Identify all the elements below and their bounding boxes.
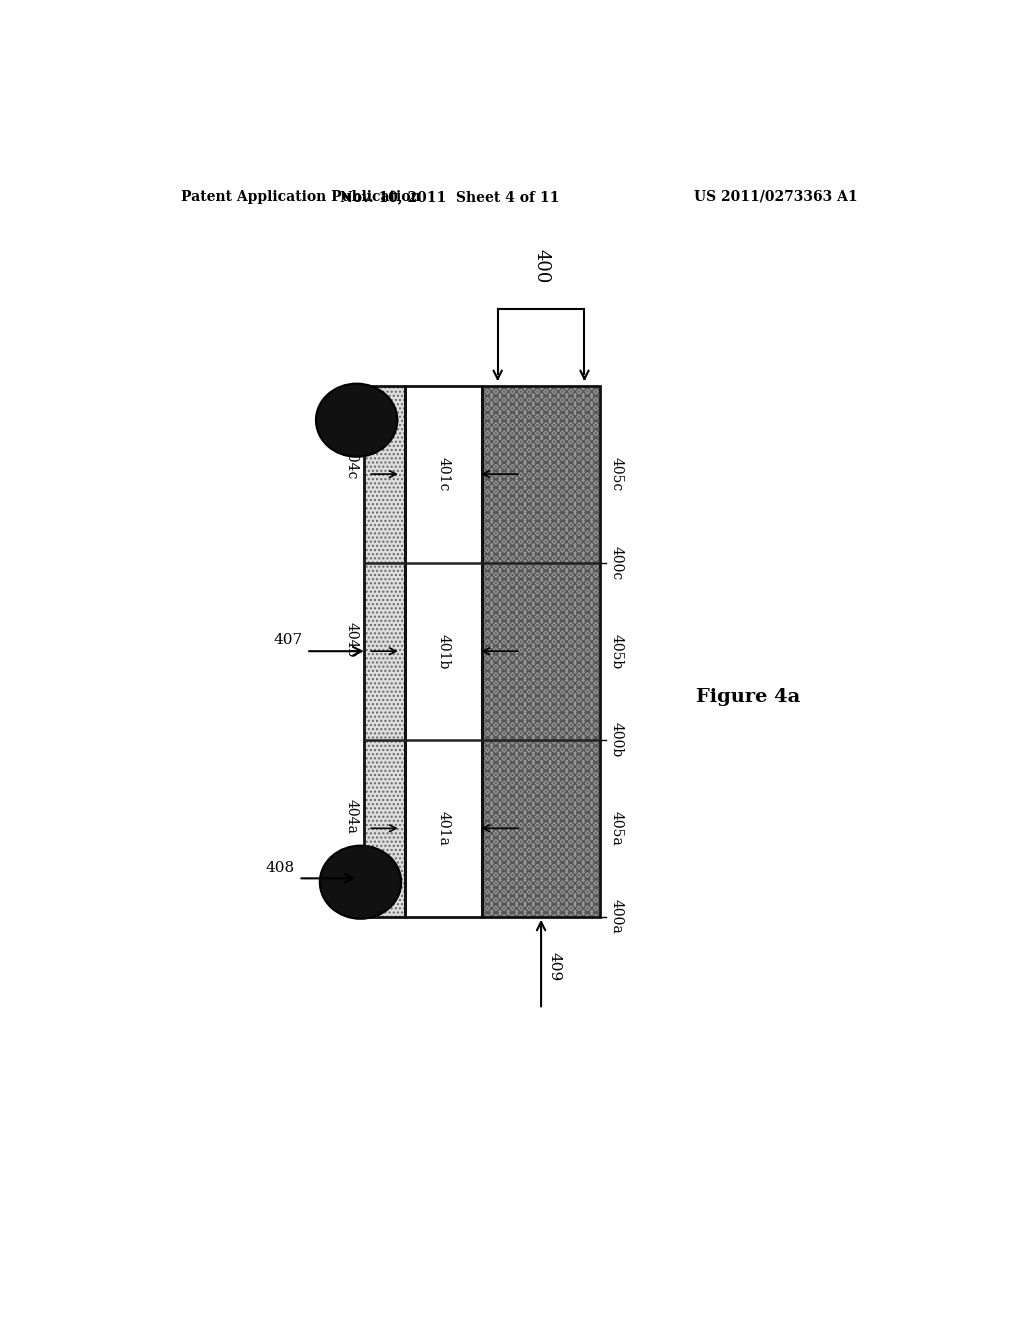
Bar [482,385,600,917]
Text: 404b: 404b [344,622,358,657]
Text: 405b: 405b [609,634,624,669]
Text: 401c: 401c [436,457,451,491]
Text: Patent Application Publication: Patent Application Publication [180,190,420,203]
Bar [365,385,404,917]
Text: 400: 400 [532,249,550,284]
Text: 404c: 404c [344,445,358,479]
Text: 401b: 401b [436,634,451,669]
Text: US 2011/0273363 A1: US 2011/0273363 A1 [693,190,857,203]
Bar [482,385,600,917]
Ellipse shape [319,846,401,919]
Text: 409: 409 [547,952,561,982]
Text: Figure 4a: Figure 4a [696,689,800,706]
Text: 400c: 400c [609,545,624,579]
Bar [482,385,600,917]
Text: 404a: 404a [344,800,358,834]
Text: 405a: 405a [609,810,624,846]
Text: 405c: 405c [609,457,624,491]
Text: 408: 408 [265,861,295,875]
Text: 407: 407 [273,634,302,647]
Ellipse shape [316,384,397,457]
Bar [404,385,482,917]
Text: 400a: 400a [609,899,624,935]
Text: 400b: 400b [609,722,624,758]
Text: 401a: 401a [436,810,451,846]
Bar [365,385,404,917]
Text: Nov. 10, 2011  Sheet 4 of 11: Nov. 10, 2011 Sheet 4 of 11 [340,190,559,203]
